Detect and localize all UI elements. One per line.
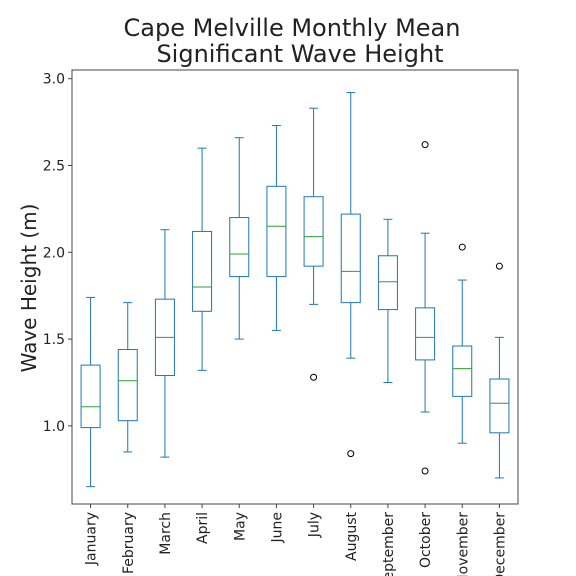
box-september: [377, 255, 398, 311]
y-tick-label: 2.0: [43, 245, 65, 261]
box-november: [452, 345, 473, 397]
x-tick-label-may: May: [232, 512, 248, 541]
box-february: [117, 348, 138, 422]
y-axis-label: Wave Height (m): [17, 204, 41, 373]
x-tick-label-october: October: [418, 512, 434, 568]
box-june: [266, 185, 287, 278]
x-tick-label-january: January: [84, 512, 100, 566]
plot-frame: [71, 69, 519, 505]
y-tick-label: 1.0: [43, 419, 65, 435]
chart-title-line-2: Significant Wave Height: [156, 40, 443, 68]
chart-title-line-1: Cape Melville Monthly Mean: [124, 14, 461, 42]
box-april: [192, 230, 213, 312]
box-october: [415, 307, 436, 361]
flier-october: [421, 467, 429, 475]
box-december: [489, 378, 510, 434]
box-august: [340, 213, 361, 304]
flier-october: [421, 141, 429, 149]
flier-november: [458, 243, 466, 251]
x-tick-label-july: July: [307, 512, 323, 538]
y-tick-label: 3.0: [43, 72, 65, 88]
box-july: [303, 196, 324, 267]
x-tick-label-november: November: [455, 512, 471, 576]
x-tick-label-march: March: [158, 512, 174, 555]
x-tick-label-february: February: [121, 512, 137, 574]
y-tick-label: 1.5: [43, 332, 65, 348]
flier-july: [310, 373, 318, 381]
flier-december: [495, 262, 503, 270]
x-tick-label-april: April: [195, 512, 211, 544]
box-may: [229, 217, 250, 278]
box-january: [80, 364, 101, 429]
flier-august: [347, 450, 355, 458]
x-tick-label-june: June: [269, 512, 285, 544]
x-tick-label-december: December: [492, 512, 508, 576]
y-tick-label: 2.5: [43, 158, 65, 174]
x-tick-label-september: September: [381, 512, 397, 576]
x-tick-label-august: August: [344, 511, 360, 561]
